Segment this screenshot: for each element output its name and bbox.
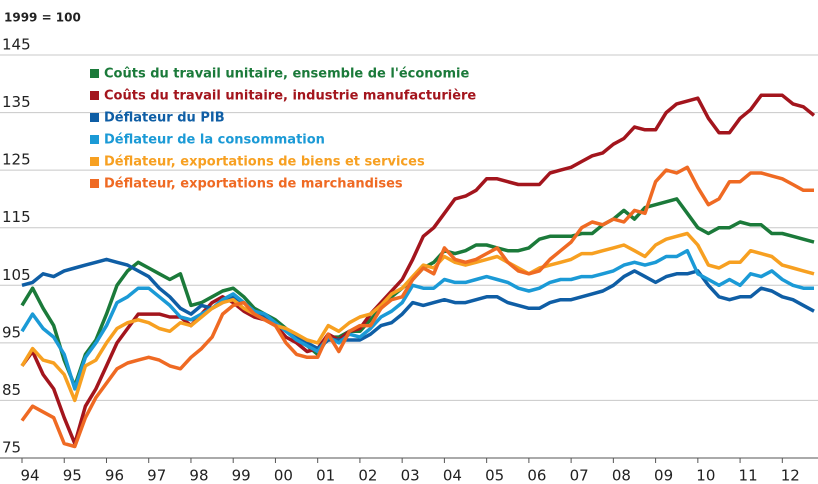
- x-tick-label: 11: [739, 467, 758, 484]
- legend-label: Déflateur du PIB: [104, 111, 225, 126]
- y-tick-label: 85: [2, 381, 21, 399]
- x-tick-label: 01: [316, 467, 335, 484]
- legend-label: Déflateur de la consommation: [104, 133, 325, 148]
- x-tick-label: 10: [696, 467, 715, 484]
- legend-swatch: [90, 157, 99, 166]
- y-tick-label: 125: [2, 151, 31, 169]
- legend-swatch: [90, 113, 99, 122]
- x-tick-label: 07: [570, 467, 589, 484]
- series-line: [20, 248, 814, 391]
- x-tick-label: 95: [63, 467, 82, 484]
- legend-label: Déflateur, exportations de biens et serv…: [104, 155, 425, 170]
- x-tick-label: 09: [654, 467, 673, 484]
- series-line: [20, 93, 816, 446]
- x-tick-label: 02: [358, 467, 377, 484]
- y-tick-label: 105: [2, 266, 31, 284]
- legend-swatch: [90, 91, 99, 100]
- y-axis-label: 1999 = 100: [4, 11, 81, 25]
- legend-swatch: [90, 135, 99, 144]
- x-tick-label: 00: [274, 467, 293, 484]
- y-tick-label: 95: [2, 323, 21, 341]
- x-tick-label: 05: [485, 467, 504, 484]
- y-tick-label: 115: [2, 208, 31, 226]
- series-line: [20, 165, 814, 449]
- x-tick-label: 03: [401, 467, 420, 484]
- legend-label: Coûts du travail unitaire, ensemble de l…: [104, 67, 469, 82]
- legend-label: Coûts du travail unitaire, industrie man…: [104, 89, 476, 104]
- x-tick-label: 97: [147, 467, 166, 484]
- legend-swatch: [90, 179, 99, 188]
- legend-swatch: [90, 69, 99, 78]
- series-line: [21, 257, 815, 351]
- x-tick-label: 96: [105, 467, 124, 484]
- y-tick-label: 135: [2, 93, 31, 111]
- series-line: [20, 231, 815, 403]
- y-tick-label: 145: [2, 36, 31, 54]
- x-tick-label: 12: [781, 467, 800, 484]
- y-tick-label: 75: [2, 439, 21, 457]
- x-tick-label: 06: [527, 467, 546, 484]
- x-tick-label: 04: [443, 467, 462, 484]
- x-tick-label: 94: [20, 467, 39, 484]
- x-tick-label: 99: [232, 467, 251, 484]
- x-tick-label: 08: [612, 467, 631, 484]
- x-tick-label: 98: [189, 467, 208, 484]
- legend-label: Déflateur, exportations de marchandises: [104, 177, 403, 192]
